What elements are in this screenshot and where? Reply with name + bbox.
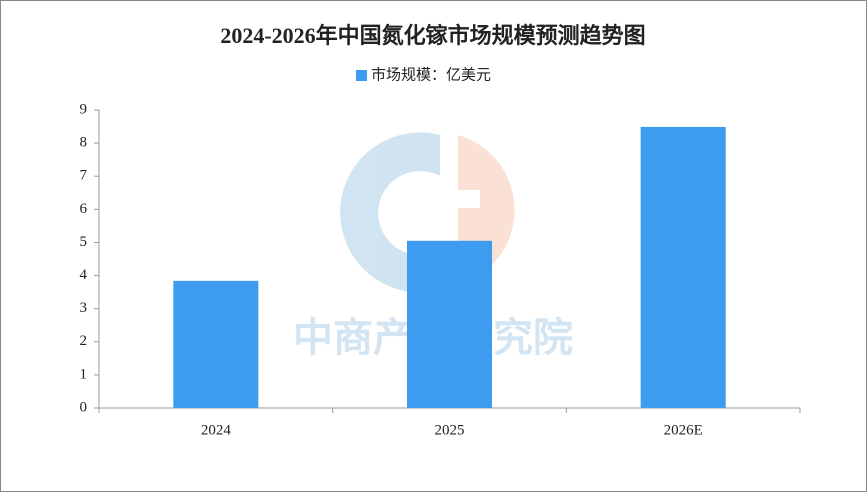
y-tick-label: 7 bbox=[80, 168, 88, 184]
x-tick-label: 2025 bbox=[435, 422, 465, 438]
bar bbox=[406, 240, 493, 408]
y-tick-label: 9 bbox=[80, 101, 88, 117]
chart-title: 2024-2026年中国氮化镓市场规模预测趋势图 bbox=[220, 23, 645, 48]
y-tick-label: 2 bbox=[80, 333, 88, 349]
y-tick-label: 0 bbox=[80, 399, 88, 415]
y-tick-label: 4 bbox=[80, 267, 88, 283]
y-tick-label: 3 bbox=[80, 300, 88, 316]
x-tick-label: 2024 bbox=[201, 422, 232, 438]
legend-label: 市场规模：亿美元 bbox=[371, 66, 491, 83]
bar bbox=[640, 126, 726, 409]
y-tick-label: 5 bbox=[80, 234, 88, 250]
legend-swatch bbox=[356, 70, 367, 81]
x-tick-label: 2026E bbox=[664, 422, 703, 438]
y-tick-label: 1 bbox=[80, 366, 88, 382]
y-tick-label: 6 bbox=[80, 201, 88, 217]
bar bbox=[173, 280, 259, 408]
y-tick-label: 8 bbox=[80, 135, 88, 151]
